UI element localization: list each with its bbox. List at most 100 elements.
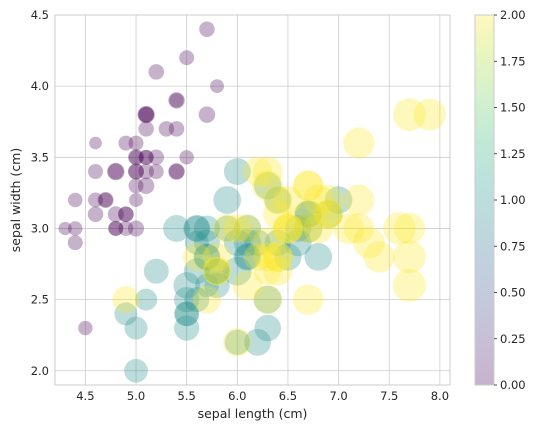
data-point (262, 241, 293, 272)
data-point (124, 316, 148, 340)
data-point (224, 329, 250, 355)
y-tick-labels: 2.0 2.5 3.0 3.5 4.0 4.5 (31, 8, 49, 378)
data-point (252, 170, 284, 202)
data-point (112, 286, 140, 314)
y-axis-label: sepal width (cm) (8, 148, 23, 252)
data-point (223, 256, 252, 286)
data-point (138, 163, 154, 180)
data-point (129, 193, 143, 207)
x-tick-label: 6.0 (228, 389, 246, 403)
data-point (233, 243, 262, 271)
colorbar-tick-label: 0.50 (500, 286, 526, 300)
colorbar-tick-label: 0.75 (500, 239, 526, 253)
data-point (87, 206, 104, 222)
data-point (244, 328, 272, 356)
data-point (274, 243, 302, 271)
data-point (253, 172, 282, 200)
data-point (198, 106, 216, 123)
data-point (118, 220, 134, 236)
data-point (199, 21, 215, 37)
y-tick-label: 3.0 (31, 221, 49, 235)
data-point (314, 200, 343, 229)
data-point (168, 121, 185, 137)
data-point (128, 163, 144, 180)
data-point (233, 228, 262, 257)
data-point (138, 121, 154, 137)
data-point (294, 200, 322, 228)
data-point (244, 229, 271, 256)
data-point (173, 315, 200, 341)
x-tick-label: 8.0 (431, 389, 449, 403)
data-point (128, 178, 144, 194)
data-point (313, 199, 344, 229)
colorbar-tick-label: 1.25 (500, 147, 526, 161)
data-point (192, 285, 222, 314)
data-point (264, 229, 291, 256)
data-point (174, 301, 200, 327)
data-point (138, 149, 154, 165)
data-point (193, 243, 221, 271)
data-point (233, 214, 262, 243)
data-point (88, 192, 104, 208)
data-point (67, 235, 83, 251)
data-point (118, 135, 134, 151)
colorbar-tick-labels: 0.00 0.25 0.50 0.75 1.00 1.25 1.50 1.75 2.00 (494, 8, 526, 392)
data-point (98, 192, 113, 208)
data-point (264, 186, 292, 214)
data-point (213, 186, 242, 214)
data-point (333, 213, 365, 244)
colorbar-tick-label: 0.25 (500, 332, 526, 346)
x-tick-label: 4.5 (76, 389, 94, 403)
data-point (223, 229, 251, 257)
data-point (137, 105, 155, 124)
data-point (194, 244, 220, 270)
data-point (343, 127, 375, 159)
data-point (179, 50, 195, 66)
data-point (304, 243, 333, 271)
data-point (413, 98, 446, 131)
data-point (138, 106, 155, 123)
x-axis-label: sepal length (cm) (198, 406, 308, 421)
data-point (284, 229, 312, 257)
x-tick-label: 7.5 (380, 389, 398, 403)
y-tick-label: 4.0 (31, 79, 49, 93)
data-point (108, 220, 124, 236)
data-point (108, 220, 124, 236)
data-point (179, 150, 194, 165)
data-point (107, 206, 124, 223)
data-point (138, 149, 154, 165)
data-point (58, 221, 72, 236)
data-points (58, 21, 446, 383)
data-point (393, 212, 426, 245)
data-point (262, 199, 293, 230)
data-point (89, 136, 102, 150)
data-point (204, 272, 230, 299)
data-point (168, 163, 185, 180)
data-point (233, 214, 262, 243)
x-tick-label: 5.0 (127, 389, 145, 403)
data-point (184, 230, 209, 255)
data-point (183, 258, 210, 285)
data-point (263, 185, 293, 215)
colorbar-tick-label: 1.00 (500, 193, 526, 207)
data-point (193, 229, 220, 256)
data-point (393, 240, 426, 274)
data-point (174, 301, 199, 327)
data-point (68, 221, 83, 236)
data-point (253, 285, 282, 314)
data-point (293, 170, 324, 201)
data-point (314, 199, 343, 229)
data-point (292, 284, 324, 315)
data-point (273, 213, 303, 244)
data-point (118, 206, 134, 222)
data-point (363, 241, 395, 273)
data-point (223, 214, 252, 243)
data-point (253, 242, 282, 272)
data-point (68, 192, 83, 208)
data-point (143, 258, 169, 284)
x-tick-label: 7.0 (329, 389, 347, 403)
data-point (262, 241, 293, 272)
data-point (128, 150, 144, 165)
data-point (183, 215, 210, 242)
